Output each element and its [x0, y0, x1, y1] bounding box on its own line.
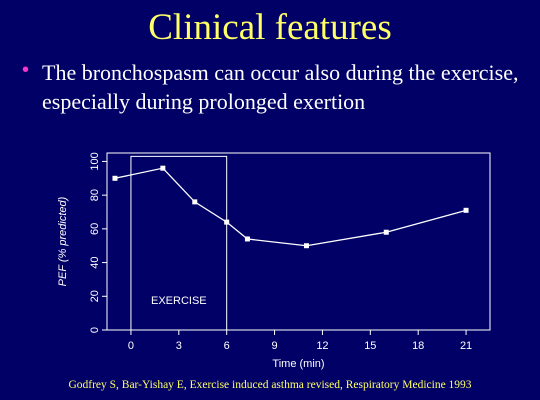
pef-point: [160, 165, 166, 171]
y-tick-label: 40: [89, 256, 101, 268]
exercise-label: EXERCISE: [151, 295, 207, 307]
x-tick-label: 3: [176, 340, 182, 352]
bullet-marker: •: [22, 59, 30, 81]
pef-line: [114, 167, 467, 247]
bullet-text: The bronchospasm can occur also during t…: [42, 60, 519, 114]
x-tick-label: 6: [224, 340, 230, 352]
x-tick-label: 9: [272, 340, 278, 352]
pef-point: [192, 199, 198, 205]
x-tick-label: 15: [364, 340, 376, 352]
x-tick-label: 0: [128, 340, 134, 352]
y-tick-label: 60: [89, 223, 101, 235]
y-tick-label: 0: [89, 327, 101, 333]
plot-frame: [106, 152, 491, 331]
pef-point: [463, 207, 469, 213]
x-tick-label: 21: [460, 340, 472, 352]
y-tick-label: 100: [89, 152, 101, 170]
x-axis-title: Time (min): [272, 358, 324, 370]
x-tick-label: 18: [412, 340, 424, 352]
y-axis-title: PEF (% predicted): [57, 196, 69, 286]
pef-point: [303, 243, 309, 249]
y-tick-label: 20: [89, 290, 101, 302]
pef-point: [244, 236, 250, 242]
y-tick-label: 80: [89, 189, 101, 201]
slide-title: Clinical features: [148, 7, 392, 48]
citation: Godfrey S, Bar-Yishay E, Exercise induce…: [68, 379, 472, 391]
x-tick-label: 12: [316, 340, 328, 352]
pef-point: [112, 175, 118, 181]
pef-point: [224, 219, 230, 225]
pef-point: [383, 229, 389, 235]
